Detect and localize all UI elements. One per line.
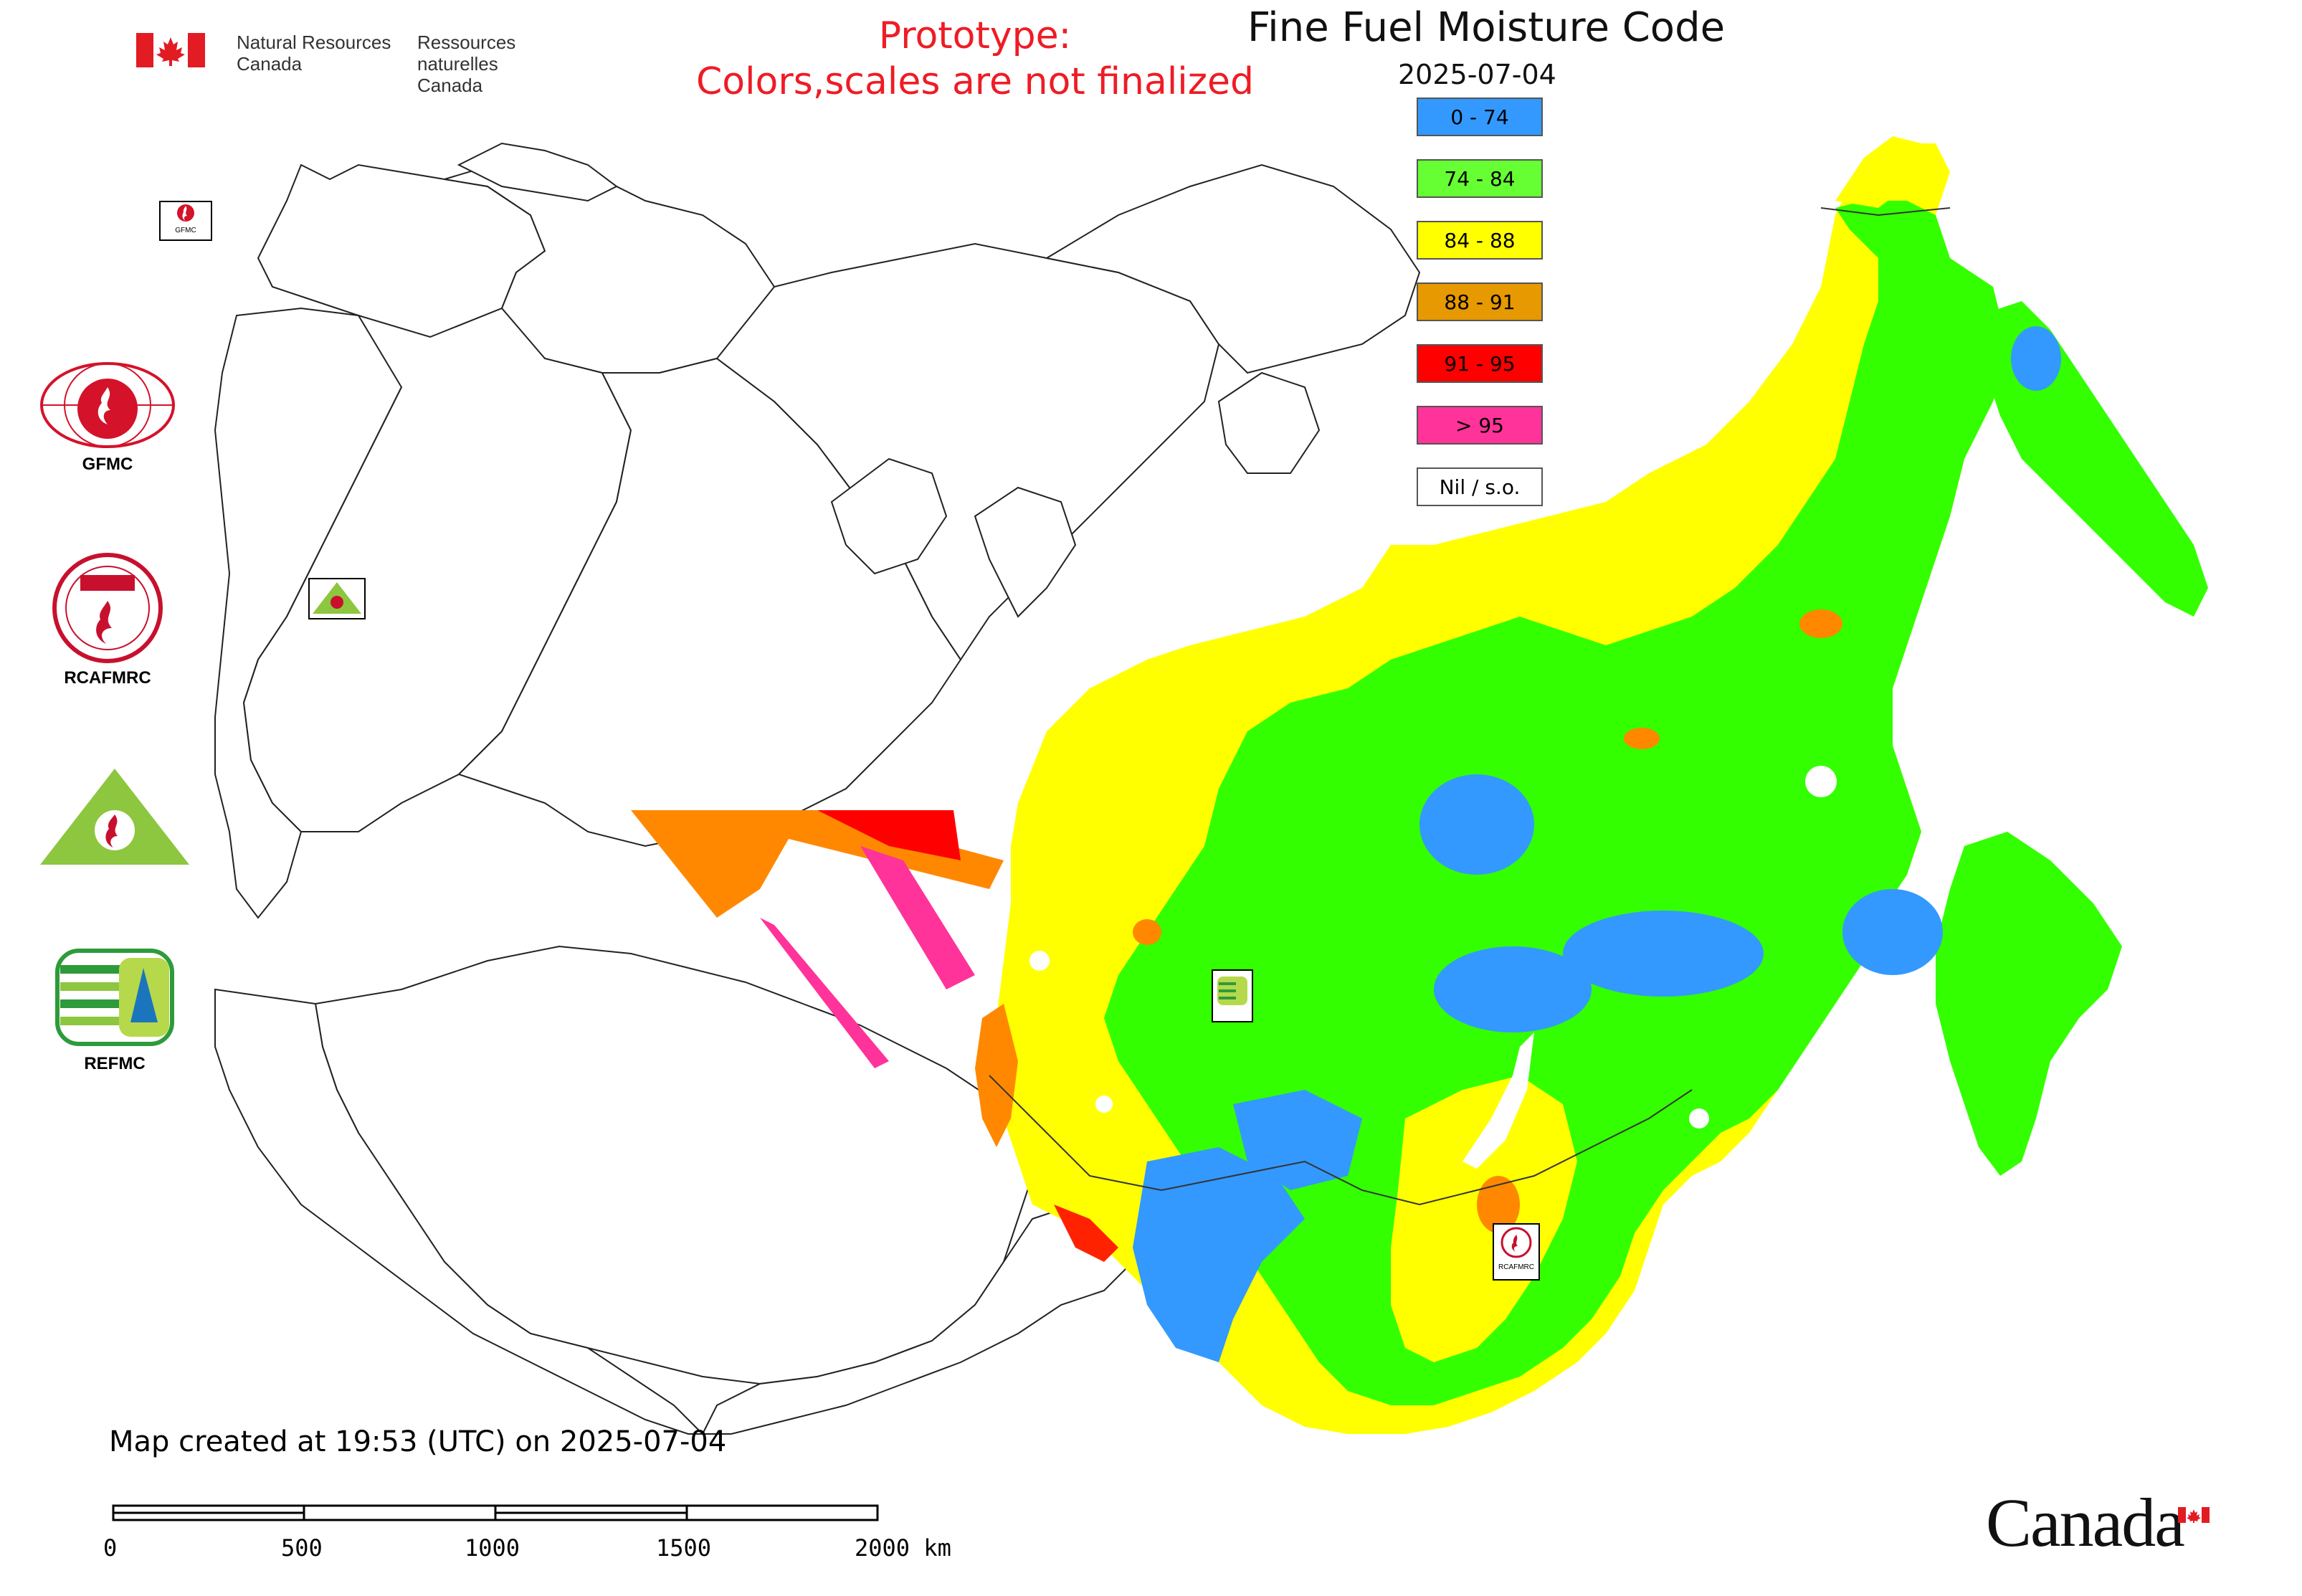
org-name-fr-line1: Ressources naturelles <box>417 32 516 75</box>
marker-rcafmrc: RCAFMRC <box>1493 1223 1540 1281</box>
scale-tick-1500: 1500 <box>656 1534 712 1562</box>
reefmc-marker-icon <box>313 582 361 614</box>
legend-label: 91 - 95 <box>1444 351 1516 376</box>
prototype-line2: Colors,scales are not finalized <box>695 60 1255 103</box>
org-name-en-line1: Natural Resources <box>237 32 391 53</box>
reefmc-logo-icon <box>40 769 189 865</box>
rcafmrc-label: RCAFMRC <box>64 668 151 688</box>
rcafmrc-marker-icon <box>1500 1227 1532 1258</box>
marker-reefmc <box>308 578 366 619</box>
org-name-en-line2: Canada <box>237 53 303 75</box>
border-line <box>989 1075 1693 1206</box>
refmc-logo-icon <box>55 949 174 1046</box>
legend-item-gt95: > 95 <box>1417 406 1543 445</box>
gfmc-marker-icon <box>177 204 194 222</box>
marker-refmc <box>1212 969 1253 1022</box>
legend-item-84-88: 84 - 88 <box>1417 221 1543 260</box>
scale-tick-0: 0 <box>103 1534 118 1562</box>
logo-gfmc: GFMC <box>36 358 179 475</box>
legend-item-74-84: 74 - 84 <box>1417 159 1543 198</box>
scale-tick-500: 500 <box>281 1534 323 1562</box>
scale-bar <box>112 1504 880 1521</box>
data-streaks <box>631 810 1004 1068</box>
gfmc-marker-label: GFMC <box>175 227 196 234</box>
border-line <box>1820 207 1951 217</box>
legend-label: 84 - 88 <box>1444 228 1516 252</box>
logo-rcafmrc: RCAFMRC <box>36 551 179 688</box>
prototype-line1: Prototype: <box>878 14 1072 57</box>
legend-label: 88 - 91 <box>1444 290 1516 314</box>
org-name-fr-line2: Canada <box>417 75 483 96</box>
scale-bar-graphic <box>112 1504 879 1521</box>
refmc-marker-icon <box>1217 977 1247 1005</box>
logo-refmc: REFMC <box>50 944 194 1074</box>
legend-label: 74 - 84 <box>1444 166 1516 191</box>
canada-wordmark-flag-icon <box>2178 1507 2210 1523</box>
ffmc-coverage <box>975 136 2208 1434</box>
legend-label: > 95 <box>1455 413 1504 437</box>
legend-label: 0 - 74 <box>1450 105 1509 129</box>
legend-item-0-74: 0 - 74 <box>1417 98 1543 136</box>
legend-label: Nil / s.o. <box>1439 475 1521 499</box>
rcafmrc-logo-icon <box>52 553 163 663</box>
canada-wordmark: Canada <box>1986 1483 2210 1562</box>
scale-tick-1000: 1000 <box>465 1534 520 1562</box>
refmc-label: REFMC <box>84 1054 146 1073</box>
country-outlines <box>214 142 1421 1435</box>
legend-item-88-91: 88 - 91 <box>1417 282 1543 321</box>
gc-signature: Natural Resources Canada Ressources natu… <box>136 32 595 96</box>
created-timestamp: Map created at 19:53 (UTC) on 2025-07-04 <box>109 1425 727 1458</box>
scale-tick-2000: 2000 km <box>855 1534 951 1562</box>
canada-flag-icon <box>136 33 205 67</box>
map-title: Fine Fuel Moisture Code <box>1247 4 1726 51</box>
canada-wordmark-text: Canada <box>1986 1484 2185 1561</box>
rcafmrc-marker-label: RCAFMRC <box>1498 1263 1534 1271</box>
gfmc-label: GFMC <box>82 455 133 474</box>
marker-gfmc: GFMC <box>159 201 212 241</box>
gfmc-logo-icon <box>40 362 175 448</box>
legend-item-nil: Nil / s.o. <box>1417 467 1543 506</box>
map-date: 2025-07-04 <box>1398 59 1556 90</box>
legend-item-91-95: 91 - 95 <box>1417 344 1543 383</box>
prototype-notice: Prototype: Colors,scales are not finaliz… <box>660 13 1290 105</box>
logo-reefmc <box>36 764 194 875</box>
